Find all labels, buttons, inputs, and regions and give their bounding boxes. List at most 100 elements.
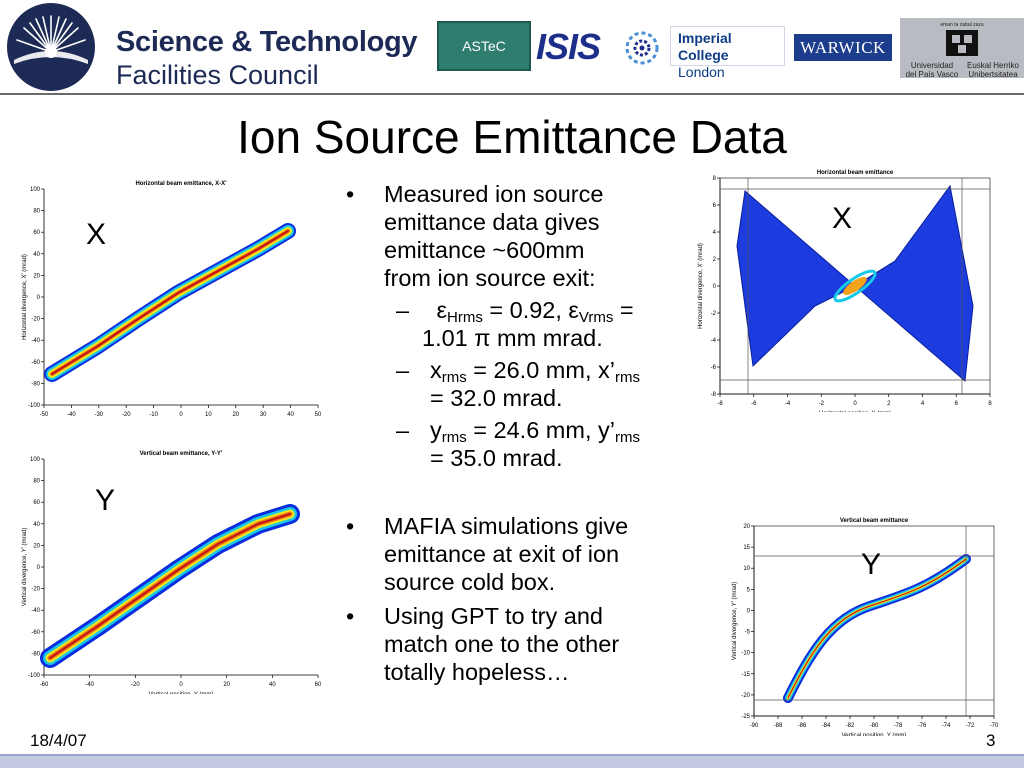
footer-bar [0, 754, 1024, 768]
y-axis-label: Horizontal divergence, X' (mrad) [698, 243, 704, 329]
upv-name-es-line2: del País Vasco [905, 70, 959, 79]
x-rms-value: = 26.0 mm, x’ [466, 357, 615, 383]
y-axis-label: Horizontal divergence, X' (mrad) [22, 254, 28, 340]
plot-horizontal-measured-svg: -50 -40 -30 -20 -10 0 10 20 30 40 50100806040200-2… [22, 181, 322, 418]
phase-space-lobe-left [736, 190, 856, 368]
x-tick-label: -10 [149, 412, 158, 418]
x-tick-label: -20 [122, 412, 131, 418]
astec-logo: ASTeC [437, 21, 531, 71]
y-tick-label: -8 [711, 392, 717, 398]
y-tick-label: -60 [31, 630, 40, 636]
plot-label-x-measured: X [86, 218, 107, 251]
bullet-text-line: emittance at exit of ion [384, 541, 620, 567]
sub-bullet-y-rms: – yrms = 24.6 mm, y’rms = 35.0 mrad. [338, 416, 698, 472]
y-rms-value: = 24.6 mm, y’ [466, 417, 615, 443]
x-tick-label: -84 [822, 723, 831, 729]
sub-bullet-dash: – [396, 417, 410, 443]
x-tick-label: 20 [232, 412, 239, 418]
y-axis-label: Vertical divergence, Y' (mrad) [732, 582, 738, 660]
epsilon-h-value: = 0.92, [482, 297, 569, 323]
x-tick-label: 10 [205, 412, 212, 418]
epsilon-symbol: ε [568, 297, 579, 323]
x-tick-label: -90 [750, 723, 759, 729]
x-tick-label: 20 [223, 682, 230, 688]
sub-bullet-x-rms: – xrms = 26.0 mm, x’rms = 32.0 mrad. [338, 356, 698, 412]
warwick-logo: WARWICK [794, 34, 892, 61]
rms-subscript: rms [614, 429, 640, 446]
x-tick-label: -30 [94, 412, 103, 418]
sub-bullet-line: εHrms = 0.92, εVrms = [430, 296, 698, 326]
x-tick-label: 6 [955, 401, 959, 407]
y-tick-label: 40 [33, 252, 40, 258]
y-tick-label: 0 [747, 608, 751, 614]
y-tick-label: 15 [743, 545, 750, 551]
phase-space-lobe-right [854, 184, 974, 383]
y-tick-label: 10 [743, 566, 750, 572]
plot-title: Vertical beam emittance [840, 518, 909, 524]
y-tick-label: -100 [28, 673, 41, 679]
plot-vertical-simulated: -90 -88 -86 -84 -82 -80 -78 -76 -74 -72 -70 20 15 10 5… [730, 514, 1000, 736]
rms-subscript: rms [614, 369, 640, 386]
imperial-logo-line1: Imperial College [678, 30, 732, 63]
x-tick-label: -4 [785, 401, 791, 407]
y-tick-label: -10 [741, 651, 750, 657]
y-tick-label: -20 [31, 317, 40, 323]
plot-horizontal-measured: -50 -40 -30 -20 -10 0 10 20 30 40 50 100 80 60 40 20 0 -2… [18, 176, 326, 420]
plot-horizontal-simulated-svg: -8 -6 -4 -2 0 2 4 6 8 8 6 4 2 0 -2 -4 -6 -8 Horizontal bea… [698, 170, 992, 412]
header-banner: Science & Technology Facilities Council … [0, 0, 1024, 95]
org-name-line1: Science & Technology [116, 26, 418, 58]
y-symbol: y [430, 417, 442, 443]
y-tick-label: -40 [31, 608, 40, 614]
x-tick-label: 2 [887, 401, 891, 407]
sub-bullet-line: = 32.0 mrad. [430, 385, 563, 411]
x-tick-label: 0 [179, 682, 183, 688]
bullet-text-line: emittance data gives [384, 209, 600, 235]
footer-page-number: 3 [986, 731, 996, 750]
bullet-dot: • [346, 513, 355, 539]
plot-vertical-measured: -60 -40 -20 0 20 40 60 100 80 60 40 20 0 -20 -40 -60 -80… [18, 446, 326, 694]
upv-ehu-logo: eman ta zabal zazu Universidad del País … [900, 18, 1024, 79]
bullet-text-line: MAFIA simulations give [384, 513, 629, 539]
stfc-sun-logo [7, 3, 95, 91]
y-tick-label: 80 [33, 479, 40, 485]
y-tick-label: 80 [33, 209, 40, 215]
sub-bullet-epsilon: – εHrms = 0.92, εVrms = 1.01 π mm mrad. [338, 296, 698, 352]
y-tick-label: -6 [711, 365, 717, 371]
plot-label-y-simulated: Y [861, 548, 882, 581]
epsilon-symbol: ε [436, 297, 448, 323]
hrms-subscript: Hrms [447, 309, 483, 326]
x-tick-label: -88 [774, 723, 783, 729]
emittance-curve-vertical [787, 558, 967, 699]
emittance-band-horizontal [51, 230, 289, 375]
y-tick-label: 60 [33, 500, 40, 506]
x-tick-label: -20 [131, 682, 140, 688]
plot-vertical-simulated-svg: -90 -88 -86 -84 -82 -80 -78 -76 -74 -72 -70 20 15 10 5… [732, 518, 999, 736]
x-tick-label: -6 [751, 401, 757, 407]
y-tick-label: 0 [37, 295, 41, 301]
bullet-text-line: from ion source exit: [384, 265, 596, 291]
rms-subscript: rms [441, 429, 467, 446]
bullet-measured-data: • Measured ion source emittance data giv… [338, 180, 698, 292]
phase-space-halo [833, 269, 877, 303]
sub-bullet-line: yrms = 24.6 mm, y’rms [430, 416, 698, 446]
emittance-unit: mm mrad. [490, 325, 603, 351]
bullet-dot: • [346, 603, 355, 629]
x-tick-label: -80 [870, 723, 879, 729]
x-tick-label: -82 [846, 723, 855, 729]
plot-title: Horizontal beam emittance, X-X' [135, 181, 227, 187]
x-tick-label: -40 [85, 682, 94, 688]
y-tick-label: 40 [33, 522, 40, 528]
x-tick-label: -50 [40, 412, 49, 418]
upv-name-eu: Euskal Herriko Unibertsitatea [962, 61, 1024, 79]
y-tick-label: -25 [741, 714, 750, 720]
bullet-text-line: source cold box. [384, 569, 556, 595]
sub-bullet-dash: – [396, 357, 410, 383]
x-tick-label: 8 [988, 401, 992, 407]
upv-emblem-icon [946, 30, 978, 56]
bullet-text-line: totally hopeless… [384, 659, 570, 685]
x-tick-label: -70 [990, 723, 999, 729]
x-tick-label: -72 [966, 723, 975, 729]
upv-name-eu-line2: Unibertsitatea [968, 70, 1018, 79]
upv-name-es: Universidad del País Vasco [902, 61, 962, 79]
x-tick-label: -74 [942, 723, 951, 729]
